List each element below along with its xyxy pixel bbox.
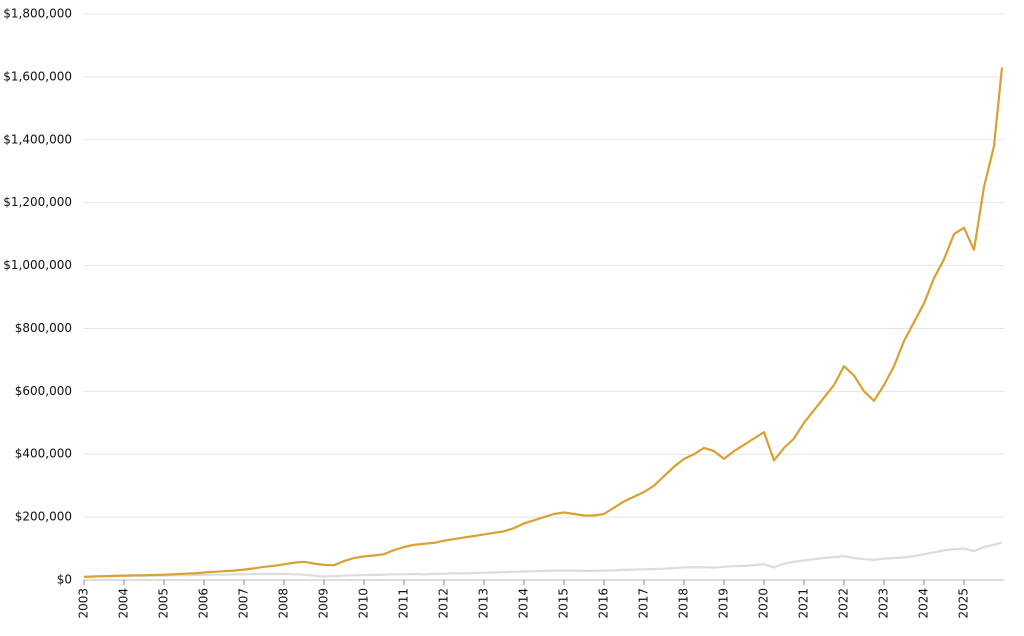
x-tick-label: 2018 [677, 588, 691, 619]
x-tick-label: 2023 [877, 588, 891, 619]
x-tick-label: 2015 [557, 588, 571, 619]
x-tick-label: 2010 [357, 588, 371, 619]
x-tick-label: 2013 [477, 588, 491, 619]
y-tick-label: $1,800,000 [3, 7, 72, 21]
x-tick-label: 2020 [757, 588, 771, 619]
x-tick-label: 2009 [317, 588, 331, 619]
y-tick-label: $1,400,000 [3, 132, 72, 146]
y-tick-label: $400,000 [15, 447, 72, 461]
y-tick-label: $800,000 [15, 321, 72, 335]
x-tick-label: 2011 [397, 588, 411, 619]
x-tick-label: 2005 [157, 588, 171, 619]
x-tick-label: 2022 [837, 588, 851, 619]
y-tick-label: $600,000 [15, 384, 72, 398]
y-tick-label: $0 [57, 573, 72, 587]
x-tick-label: 2014 [517, 588, 531, 619]
x-tick-label: 2025 [957, 588, 971, 619]
x-tick-label: 2006 [197, 588, 211, 619]
x-tick-label: 2003 [77, 588, 91, 619]
x-tick-label: 2021 [797, 588, 811, 619]
x-tick-label: 2016 [597, 588, 611, 619]
series-line [83, 67, 1004, 578]
x-tick-label: 2024 [917, 588, 931, 619]
x-tick-label: 2019 [717, 588, 731, 619]
x-tick-label: 2004 [117, 588, 131, 619]
y-tick-label: $1,000,000 [3, 258, 72, 272]
y-tick-label: $1,600,000 [3, 69, 72, 83]
y-tick-label: $1,200,000 [3, 195, 72, 209]
y-tick-label: $200,000 [15, 510, 72, 524]
x-tick-label: 2008 [277, 588, 291, 619]
x-tick-label: 2017 [637, 588, 651, 619]
x-tick-label: 2007 [237, 588, 251, 619]
x-tick-label: 2012 [437, 588, 451, 619]
series-line [83, 541, 1003, 578]
